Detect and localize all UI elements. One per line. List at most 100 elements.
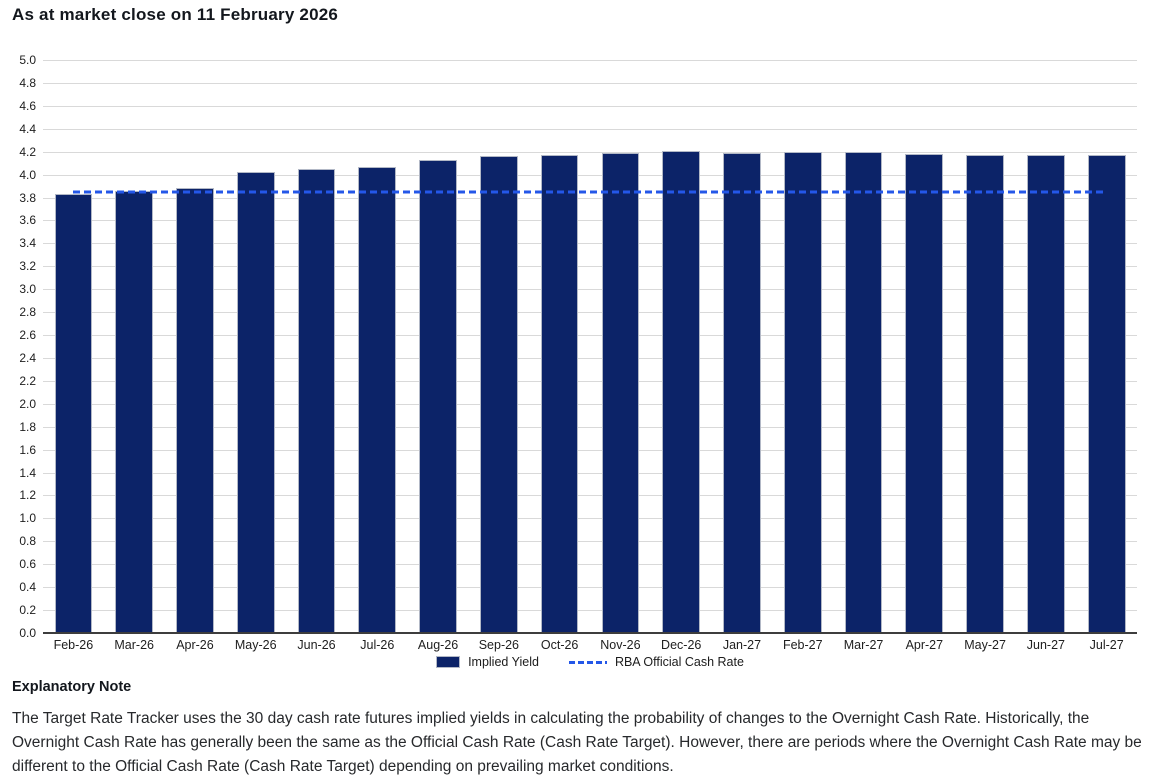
gridline xyxy=(43,426,1137,428)
gridline xyxy=(43,266,1137,268)
legend-item-implied-yield: Implied Yield xyxy=(436,655,539,669)
gridline xyxy=(43,220,1137,222)
y-tick-label: 3.8 xyxy=(19,190,36,205)
bar-slot xyxy=(43,60,104,633)
y-tick-label: 2.0 xyxy=(19,396,36,411)
implied-yield-bar-Jul-27 xyxy=(1087,155,1126,633)
implied-yield-bar-Mar-26 xyxy=(115,190,153,633)
y-tick-label: 0.8 xyxy=(19,534,36,549)
y-tick-label: 2.6 xyxy=(19,328,36,343)
implied-yield-bar-May-26 xyxy=(236,172,275,633)
bar-slot xyxy=(1016,60,1077,633)
x-axis-line xyxy=(43,632,1137,634)
y-tick-label: 1.8 xyxy=(19,419,36,434)
gridline xyxy=(43,587,1137,589)
gridline xyxy=(43,105,1137,107)
gridline xyxy=(43,380,1137,382)
x-tick-label: Jun-27 xyxy=(1026,638,1065,652)
implied-yield-bar-Dec-26 xyxy=(662,150,701,633)
x-tick-label: May-27 xyxy=(964,638,1006,652)
gridline xyxy=(43,610,1137,612)
explanatory-note-text: The Target Rate Tracker uses the 30 day … xyxy=(12,710,1142,775)
y-tick-label: 4.2 xyxy=(19,144,36,159)
y-tick-label: 1.2 xyxy=(19,488,36,503)
bar-slot xyxy=(529,60,590,633)
y-tick-label: 3.0 xyxy=(19,282,36,297)
gridline xyxy=(43,128,1137,130)
y-tick-label: 3.4 xyxy=(19,236,36,251)
explanatory-note-heading: Explanatory Note xyxy=(12,679,132,695)
implied-yield-bar-Jun-27 xyxy=(1027,155,1065,633)
implied-yield-bar-Mar-27 xyxy=(844,151,883,633)
x-tick-label: Feb-26 xyxy=(53,638,94,652)
implied-yield-bar-Apr-27 xyxy=(905,153,944,633)
gridline xyxy=(43,82,1137,84)
y-tick-label: 3.6 xyxy=(19,213,36,228)
x-tick-label: Apr-27 xyxy=(905,638,944,652)
gridline xyxy=(43,403,1137,405)
x-tick-label: Mar-26 xyxy=(114,638,154,652)
page-title: As at market close on 11 February 2026 xyxy=(12,5,339,24)
x-tick-label: Jul-26 xyxy=(360,638,395,652)
gridline xyxy=(43,151,1137,153)
bar-slot xyxy=(772,60,833,633)
implied-yield-bar-Feb-27 xyxy=(783,151,822,633)
y-tick-label: 4.0 xyxy=(19,167,36,182)
implied-yield-bar-Sep-26 xyxy=(480,156,518,633)
gridline xyxy=(43,449,1137,451)
y-tick-label: 0.6 xyxy=(19,557,36,572)
y-tick-label: 2.8 xyxy=(19,305,36,320)
bar-slot xyxy=(468,60,529,633)
bar-slot xyxy=(590,60,651,633)
bar-slot xyxy=(651,60,712,633)
x-axis-labels: Feb-26 Mar-26 Apr-26 May-26 Jun-26 Jul-26 Aug-… xyxy=(43,638,1137,652)
gridline xyxy=(43,289,1137,291)
implied-yield-bar-Jul-26 xyxy=(358,166,397,633)
gridline xyxy=(43,357,1137,359)
bar-slot xyxy=(225,60,286,633)
y-tick-label: 1.6 xyxy=(19,442,36,457)
cash-rate-dashed-line xyxy=(73,190,1107,194)
implied-yield-bar-Jun-26 xyxy=(297,168,336,633)
gridline xyxy=(43,472,1137,474)
x-tick-label: Jan-27 xyxy=(722,638,762,652)
implied-yield-bar-Oct-26 xyxy=(540,155,579,633)
y-tick-label: 0.4 xyxy=(19,580,36,595)
gridline xyxy=(43,312,1137,314)
y-tick-label: 4.6 xyxy=(19,98,36,113)
bar-slot xyxy=(286,60,347,633)
bar-slot xyxy=(104,60,165,633)
gridline xyxy=(43,564,1137,566)
bar-series xyxy=(43,60,1137,633)
x-tick-label: May-26 xyxy=(234,638,277,652)
legend-label-implied-yield: Implied Yield xyxy=(468,655,539,669)
gridline xyxy=(43,518,1137,520)
gridline xyxy=(43,60,1137,61)
x-tick-label: Apr-26 xyxy=(176,638,214,652)
bar-slot xyxy=(894,60,955,633)
bar-slot xyxy=(1076,60,1137,633)
y-tick-label: 1.4 xyxy=(19,465,36,480)
y-tick-label: 5.0 xyxy=(19,53,36,67)
chart-plot-area: 5.0 4.8 4.6 4.4 4.2 4.0 3.8 3.6 3.4 3.2 3.0 2.8 2.6 2… xyxy=(19,54,1137,639)
y-tick-label: 0.0 xyxy=(19,626,36,640)
gridline xyxy=(43,335,1137,337)
chart-legend: Implied Yield RBA Official Cash Rate xyxy=(43,655,1137,669)
implied-yield-bar-Apr-26 xyxy=(176,188,214,633)
implied-yield-bar-May-27 xyxy=(966,155,1004,633)
implied-yield-bar-Feb-26 xyxy=(54,194,93,633)
bar-slot xyxy=(712,60,773,633)
y-tick-label: 3.2 xyxy=(19,259,36,274)
x-tick-label: Jul-27 xyxy=(1089,638,1124,652)
bar-slot xyxy=(955,60,1016,633)
legend-label-cash-rate: RBA Official Cash Rate xyxy=(614,655,744,669)
explanatory-note: Explanatory Note The Target Rate Tracker… xyxy=(12,678,1146,779)
legend-item-cash-rate: RBA Official Cash Rate xyxy=(568,655,744,669)
implied-yield-swatch-icon xyxy=(436,656,461,668)
y-tick-label: 4.4 xyxy=(19,121,36,136)
cash-rate-line-swatch-icon xyxy=(568,660,607,664)
implied-yield-bar-Aug-26 xyxy=(419,159,457,633)
y-tick-label: 2.2 xyxy=(19,373,36,388)
x-tick-label: Aug-26 xyxy=(417,638,459,652)
